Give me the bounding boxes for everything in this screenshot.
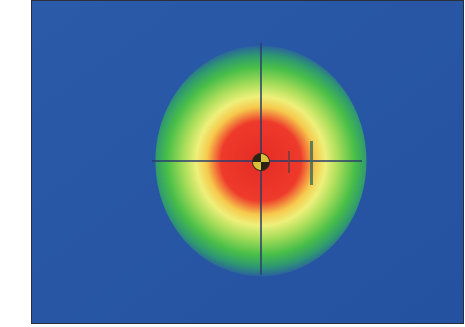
centroid-marker-icon — [252, 153, 270, 171]
heatmap-frame — [31, 0, 464, 324]
offset-tick-secondary — [310, 141, 313, 185]
beam-profile — [32, 1, 463, 323]
offset-tick — [288, 151, 290, 173]
